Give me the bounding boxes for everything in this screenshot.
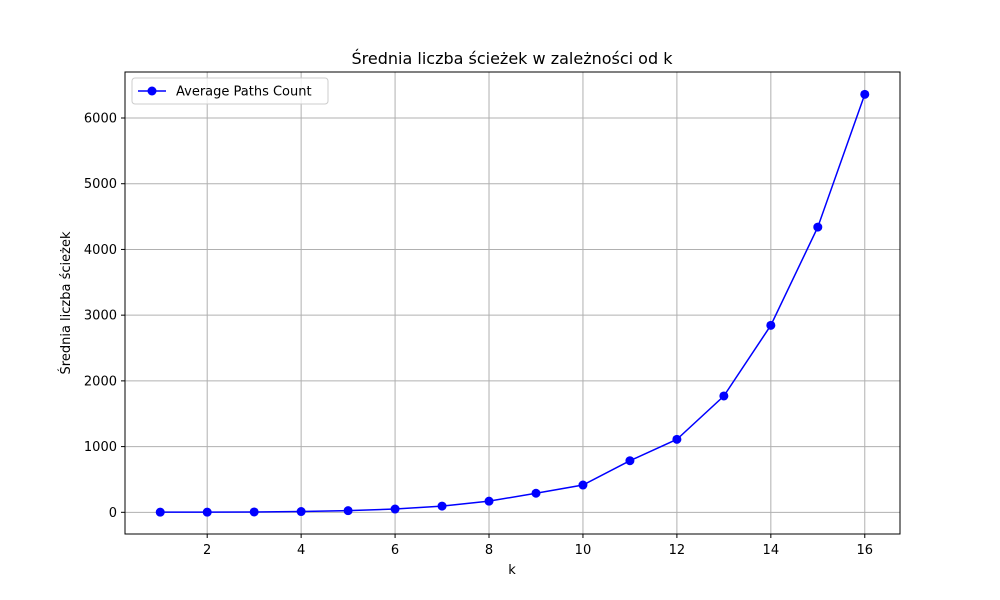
data-point xyxy=(719,391,729,401)
data-point xyxy=(343,506,353,516)
data-point xyxy=(813,222,823,232)
data-point xyxy=(249,507,259,517)
x-tick-label: 16 xyxy=(856,543,873,558)
legend-box xyxy=(131,77,329,105)
plot-frame xyxy=(124,71,901,535)
data-point xyxy=(390,504,400,514)
x-tick-label: 6 xyxy=(391,543,399,558)
data-point xyxy=(296,507,306,517)
data-point xyxy=(484,496,494,506)
x-tick-label: 8 xyxy=(485,543,493,558)
grid xyxy=(125,72,900,534)
y-axis-label: Średnia liczba ścieżek xyxy=(58,231,74,374)
x-tick-label: 12 xyxy=(669,543,686,558)
data-point xyxy=(766,320,776,330)
series-line xyxy=(160,94,866,513)
y-tick-label: 3000 xyxy=(84,309,117,324)
data-point xyxy=(531,488,541,498)
y-tick-label: 6000 xyxy=(84,112,117,127)
series-layer xyxy=(155,89,870,517)
data-point xyxy=(578,480,588,490)
x-tick-label: 10 xyxy=(575,543,592,558)
data-point xyxy=(155,507,165,517)
y-tick-label: 0 xyxy=(109,506,117,521)
x-tick-label: 14 xyxy=(763,543,780,558)
data-point xyxy=(437,501,447,511)
x-tick-label: 4 xyxy=(297,543,305,558)
legend-marker-swatch xyxy=(147,86,157,96)
legend-label: Average Paths Count xyxy=(176,85,312,100)
data-point xyxy=(672,434,682,444)
data-point xyxy=(860,89,870,99)
data-point xyxy=(202,507,212,517)
y-tick-label: 5000 xyxy=(84,177,117,192)
y-tick-label: 1000 xyxy=(84,440,117,455)
y-tick-label: 4000 xyxy=(84,243,117,258)
ticks: 2 4 6 8 10 12 14 16 0 1000 2000 3000 4000 5000 6000 xyxy=(84,112,873,558)
y-tick-label: 2000 xyxy=(84,374,117,389)
data-point xyxy=(625,456,635,466)
chart-title: Średnia liczba ścieżek w zależności od k xyxy=(352,49,674,68)
x-tick-label: 2 xyxy=(203,543,211,558)
x-axis-label: k xyxy=(508,563,516,578)
legend: Average Paths Count xyxy=(131,77,329,105)
